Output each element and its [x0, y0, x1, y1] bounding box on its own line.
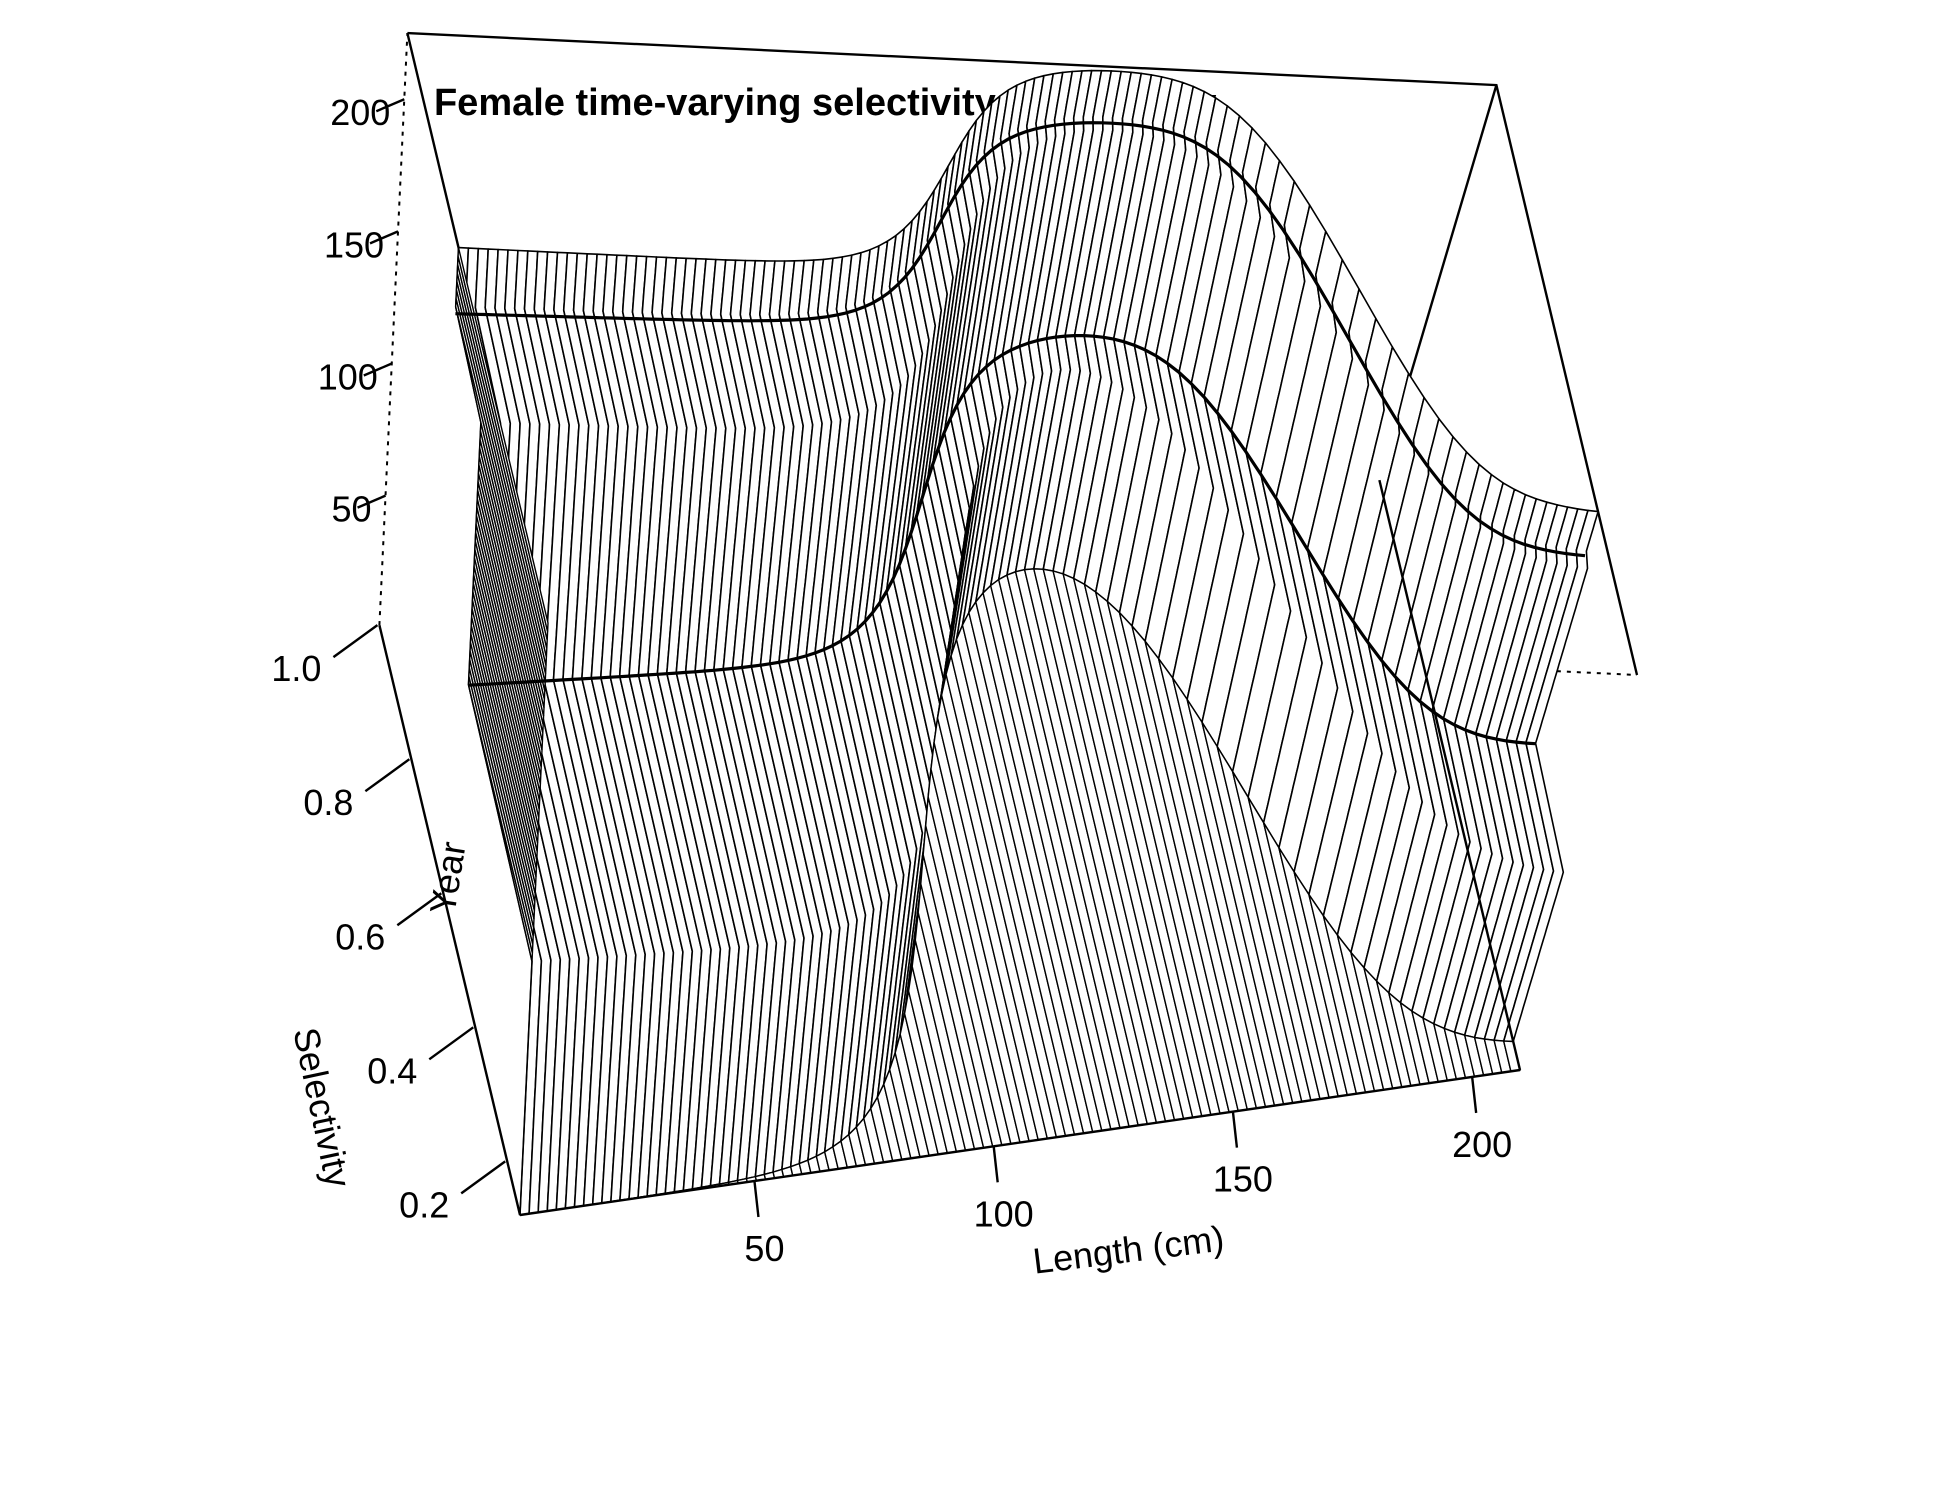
z-tick-mark	[332, 624, 379, 659]
z-tick-mark	[364, 758, 411, 793]
y-tick-label: 100	[318, 357, 378, 398]
z-axis-label: Selectivity	[285, 1024, 359, 1191]
x-tick-mark	[1231, 1111, 1239, 1148]
z-tick-label: 0.6	[335, 916, 385, 957]
x-tick-label: 200	[1452, 1124, 1512, 1165]
y-tick-label: 50	[331, 489, 371, 530]
bounding-box-front	[378, 479, 1522, 1217]
x-tick-mark	[753, 1180, 760, 1218]
surface-side-strip	[457, 247, 549, 632]
x-tick-mark	[1470, 1076, 1478, 1114]
z-tick-label: 0.8	[303, 782, 353, 823]
x-axis-label: Length (cm)	[1031, 1218, 1227, 1282]
z-tick-mark	[396, 892, 443, 927]
year-axis: 50 100 150 200	[318, 92, 405, 530]
x-tick-label: 100	[974, 1193, 1034, 1234]
y-tick-label: 200	[330, 92, 390, 133]
z-tick-label: 1.0	[271, 648, 321, 689]
y-tick-mark	[357, 494, 387, 509]
length-axis: 50 100 150 200	[744, 1076, 1512, 1269]
y-tick-label: 150	[324, 224, 384, 265]
period-boundary-line	[468, 334, 1536, 746]
selectivity-surface	[454, 69, 1599, 1216]
y-tick-mark	[375, 98, 405, 113]
x-tick-label: 50	[744, 1228, 784, 1269]
y-axis-label: Year	[422, 839, 474, 917]
period-boundary-lines	[455, 121, 1586, 746]
selectivity-axis: 0.2 0.4 0.6 0.8 1.0	[271, 624, 506, 1225]
period-boundary-line	[455, 121, 1586, 558]
x-tick-label: 150	[1213, 1159, 1273, 1200]
y-tick-mark	[363, 362, 393, 377]
y-tick-mark	[369, 230, 399, 245]
z-tick-label: 0.2	[399, 1184, 449, 1225]
z-tick-mark	[460, 1160, 506, 1195]
z-tick-label: 0.4	[367, 1050, 417, 1091]
x-tick-mark	[992, 1146, 999, 1183]
z-tick-mark	[428, 1026, 474, 1061]
